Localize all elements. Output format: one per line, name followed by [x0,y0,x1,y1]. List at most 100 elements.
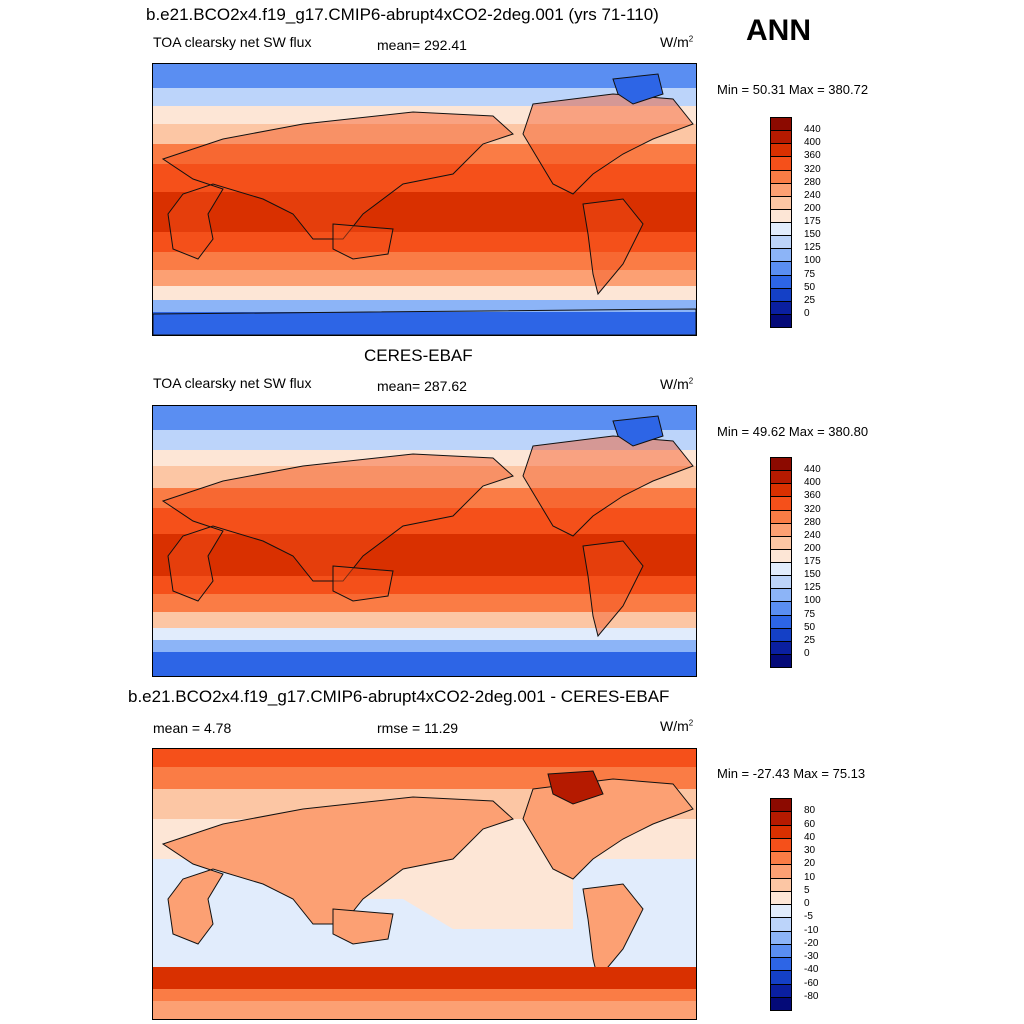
panel2-minmax: Min = 49.62 Max = 380.80 [717,424,869,439]
colorbar-swatch [770,653,792,668]
colorbar-swatch [770,182,792,197]
colorbar-swatch [770,904,792,919]
season-label: ANN [746,14,811,47]
colorbar-swatch [770,614,792,629]
panel2-title: CERES-EBAF [364,346,473,365]
colorbar-swatch [770,957,792,972]
panel1-mean: mean= 292.41 [377,37,467,53]
colorbar-swatch [770,169,792,184]
colorbar-swatch [770,496,792,511]
colorbar-swatch [770,798,792,813]
colorbar-label: 125 [804,582,821,594]
colorbar-label: 25 [804,294,816,306]
colorbar-label: 30 [804,845,816,856]
colorbar-swatch [770,535,792,550]
panel1-map [152,63,697,336]
colorbar-swatch [770,287,792,302]
colorbar-swatch [770,274,792,289]
colorbar-swatch [770,261,792,276]
colorbar-swatch [770,837,792,852]
colorbar-label: 360 [804,150,821,162]
panel1-units: W/m2 [660,34,694,50]
colorbar-swatch [770,575,792,590]
colorbar-swatch [770,313,792,328]
colorbar-swatch [770,864,792,879]
colorbar-swatch [770,156,792,171]
colorbar-label: 25 [804,634,816,646]
colorbar-label: 80 [804,805,816,817]
panel1-variable: TOA clearsky net SW flux [153,34,312,50]
colorbar-label: 50 [804,281,816,293]
colorbar-label: 320 [804,163,821,175]
colorbar-label: 280 [804,176,821,188]
colorbar-label: 240 [804,529,821,541]
colorbar-swatch [770,522,792,537]
colorbar-swatch [770,195,792,210]
colorbar-swatch [770,930,792,945]
colorbar-label: 100 [804,595,821,607]
panel3-title: b.e21.BCO2x4.f19_g17.CMIP6-abrupt4xCO2-2… [128,687,670,706]
colorbar-swatch [770,943,792,958]
colorbar-label: 75 [804,268,816,280]
colorbar-label: 280 [804,516,821,528]
panel2-variable: TOA clearsky net SW flux [153,375,312,391]
colorbar-swatch [770,300,792,315]
panel2-units: W/m2 [660,376,694,392]
colorbar-swatch [770,996,792,1011]
colorbar-label: 175 [804,216,821,227]
colorbar-label: 75 [804,608,816,620]
colorbar-label: 320 [804,503,821,515]
colorbar-label: 0 [804,307,810,319]
colorbar-label: -80 [804,990,819,1002]
colorbar-label: 60 [804,818,816,830]
colorbar-swatch [770,851,792,866]
panel2-mean: mean= 287.62 [377,378,467,394]
colorbar-swatch [770,130,792,145]
colorbar-swatch [770,983,792,998]
colorbar-label: 400 [804,477,821,489]
colorbar-swatch [770,143,792,158]
colorbar-label: 10 [804,871,816,883]
panel3-units: W/m2 [660,718,694,734]
colorbar-label: 175 [804,556,821,567]
panel1-title: b.e21.BCO2x4.f19_g17.CMIP6-abrupt4xCO2-2… [146,5,659,24]
colorbar-swatch [770,470,792,485]
colorbar-swatch [770,601,792,616]
colorbar-swatch [770,509,792,524]
panel3-colorbar: 80 60 40 30 20 10 5 0 -5 -10 -20 -30 -40 -60 -80 [770,798,850,1011]
panel2-colorbar: 440 400 360 320 280 240 200 175 150 125 100 75 50 25 0 [770,457,850,668]
colorbar-label: 240 [804,189,821,201]
colorbar-label: -10 [804,924,819,936]
colorbar-label: -60 [804,977,819,989]
colorbar-label: 20 [804,858,816,870]
colorbar-swatch [770,117,792,132]
colorbar-swatch [770,248,792,263]
colorbar-swatch [770,877,792,892]
colorbar-swatch [770,970,792,985]
colorbar-swatch [770,208,792,223]
colorbar-label: -5 [804,911,813,923]
panel1-colorbar: 440 400 360 320 280 240 200 175 150 125 100 75 50 25 0 [770,117,850,328]
colorbar-label: 0 [804,647,810,659]
colorbar-swatch [770,588,792,603]
colorbar-swatch [770,890,792,905]
colorbar-label: -40 [804,964,819,976]
colorbar-label: 150 [804,229,821,241]
colorbar-swatch [770,627,792,642]
panel3-minmax: Min = -27.43 Max = 75.13 [717,766,866,781]
colorbar-swatch [770,824,792,839]
panel1-minmax: Min = 50.31 Max = 380.72 [717,82,869,97]
colorbar-swatch [770,483,792,498]
colorbar-label: -20 [804,937,819,949]
colorbar-label: 0 [804,898,810,909]
colorbar-label: 125 [804,242,821,254]
colorbar-swatch [770,222,792,237]
colorbar-swatch [770,548,792,563]
colorbar-label: 400 [804,137,821,149]
colorbar-swatch [770,640,792,655]
colorbar-label: 5 [804,884,810,896]
colorbar-label: 200 [804,202,821,214]
colorbar-swatch [770,917,792,932]
colorbar-swatch [770,457,792,472]
colorbar-label: 440 [804,124,821,136]
